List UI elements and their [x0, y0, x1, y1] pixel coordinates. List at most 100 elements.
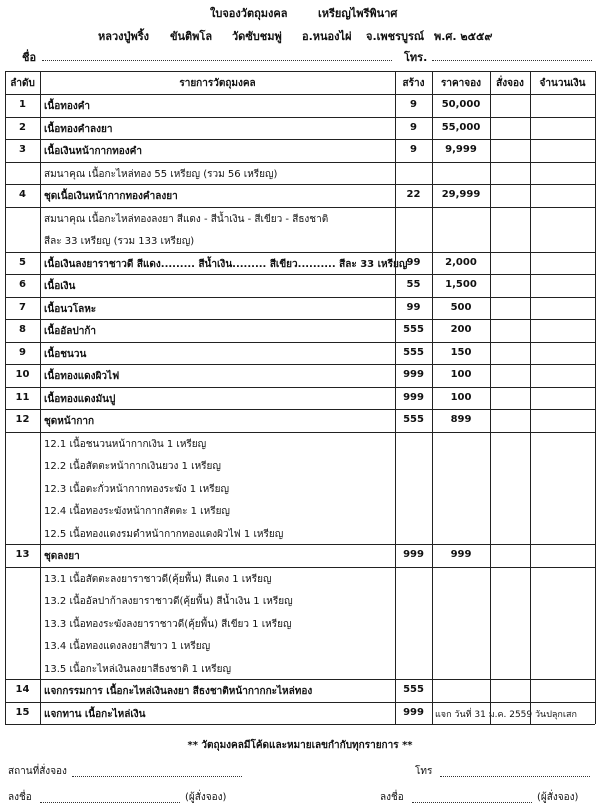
column-header: จำนวนเงิน — [539, 78, 586, 89]
made-count: 55 — [406, 279, 421, 290]
table-line — [5, 206, 595, 208]
table-line — [5, 341, 595, 343]
item-name: เนื้ออัลปาก้า — [44, 326, 97, 337]
table-line — [5, 566, 595, 568]
table-line — [5, 184, 595, 185]
row-number: 12 — [15, 414, 30, 425]
table-line — [395, 71, 396, 724]
table-line — [5, 94, 595, 95]
item-name: เนื้อทองแดงมันปู — [44, 393, 116, 405]
table-line — [490, 71, 491, 724]
item-name: เนื้อเงิน — [44, 281, 76, 292]
row-number: 3 — [19, 144, 26, 155]
row-number: 15 — [15, 706, 30, 718]
item-note: 12.3 เนื้อตะกั่วหน้ากากทองระฆัง 1 เหรียญ — [44, 483, 230, 495]
item-note: 13.3 เนื้อทองระฆังลงยาราชาวดี(คุ้ยพื้น) … — [44, 618, 292, 630]
footer-note: ** วัตถุมงคลมีโค้ดและหมายเลขกำกับทุกรายก… — [187, 740, 413, 751]
made-count: 999 — [403, 706, 424, 718]
item-name: ชุดเนื้อเงินหน้ากากทองคำลงยา — [44, 191, 178, 202]
table-line — [5, 319, 595, 320]
info-part: พ.ศ. ๒๕๕๙ — [434, 30, 493, 43]
row-number: 13 — [15, 549, 30, 560]
table-line — [5, 364, 595, 365]
item-name: แจกทาน เนื้อกะไหล่เงิน — [44, 708, 146, 720]
sign-field-2 — [412, 802, 532, 803]
item-note: สีละ 33 เหรียญ (รวม 133 เหรียญ) — [44, 236, 195, 247]
column-header: สร้าง — [402, 78, 425, 89]
made-count: 555 — [403, 414, 424, 425]
item-note: 12.2 เนื้อสัตตะหน้ากากเงินยวง 1 เหรียญ — [44, 461, 221, 472]
form-subtitle: เหรียญไพรีพินาศ — [318, 7, 398, 20]
table-line — [5, 296, 595, 298]
column-header: สั่งจอง — [496, 78, 524, 89]
signer: (ผู้สั่งจอง) — [185, 792, 227, 803]
table-line — [5, 71, 6, 724]
sign-field — [40, 802, 180, 803]
price: 50,000 — [441, 99, 481, 110]
name-label: ชื่อ — [22, 51, 37, 64]
form-title: ใบจองวัตถุมงคล — [210, 7, 288, 20]
item-name: เนื้อเงินหน้ากากทองคำ — [44, 146, 142, 157]
price: 29,999 — [441, 189, 481, 200]
column-header: ราคาจอง — [440, 78, 482, 89]
column-header: รายการวัตถุมงคล — [179, 78, 256, 89]
info-part: วัดซับชมพู่ — [232, 30, 282, 43]
row-number: 9 — [19, 346, 26, 358]
table-line — [5, 724, 595, 725]
item-name: เนื้อทองคำ — [44, 101, 91, 112]
price: 100 — [450, 391, 472, 403]
row-number: 14 — [15, 684, 30, 695]
item-name: เนื้อทองแดงผิวไฟ — [44, 371, 120, 382]
phone-label: โทร. — [404, 51, 428, 64]
item-note: 13.4 เนื้อทองแดงลงยาสีขาว 1 เหรียญ — [44, 641, 211, 652]
footer-phone-label: โทร — [415, 766, 433, 777]
table-line — [530, 71, 531, 724]
phone-field — [432, 60, 592, 61]
table-line — [595, 71, 596, 724]
info-part: จ.เพชรบูรณ์ — [366, 30, 425, 43]
item-name: เนื้อนวโลหะ — [44, 303, 97, 315]
item-name: ชุดลงยา — [44, 551, 80, 562]
row-number: 11 — [15, 391, 30, 403]
item-name: เนื้อเงินลงยาราชาวดี สีแดง......... สีน้… — [44, 258, 408, 270]
made-count: 99 — [406, 256, 421, 268]
item-note: 13.2 เนื้ออัลปาก้าลงยาราชาวดี(คุ้ยพื้น) … — [44, 596, 293, 607]
signer-2: (ผู้สั่งจอง) — [537, 792, 579, 803]
price: 100 — [450, 369, 472, 380]
table-line — [5, 409, 595, 410]
table-line — [5, 544, 595, 545]
price: 899 — [450, 414, 472, 425]
row-number: 8 — [19, 324, 26, 335]
item-note: 13.5 เนื้อกะไหล่เงินลงยาสีธงชาติ 1 เหรีย… — [44, 663, 231, 675]
table-line — [5, 701, 595, 703]
info-part: หลวงปู่พริ้ง — [98, 30, 150, 43]
place-label: สถานที่สั่งจอง — [8, 766, 67, 777]
made-count: 99 — [406, 301, 421, 313]
row-number: 5 — [19, 256, 26, 268]
price: 2,000 — [445, 256, 477, 268]
remark: แจก วันที่ 31 ม.ค. 2559 วันปลุกเสก — [435, 709, 577, 720]
item-note: 12.4 เนื้อทองระฆังหน้ากากสัตตะ 1 เหรียญ — [44, 506, 230, 517]
item-note: สมนาคุณ เนื้อกะไหล่ทองลงยา สีแดง - สีน้ำ… — [44, 213, 329, 225]
price: 55,000 — [441, 121, 481, 133]
table-line — [432, 71, 433, 724]
price: 200 — [450, 324, 472, 335]
row-number: 2 — [19, 121, 26, 133]
price: 150 — [450, 346, 472, 358]
row-number: 4 — [19, 189, 26, 200]
made-count: 555 — [403, 684, 424, 695]
table-line — [40, 71, 41, 724]
table-line — [5, 386, 595, 388]
item-note: 12.1 เนื้อชนวนหน้ากากเงิน 1 เหรียญ — [44, 438, 207, 450]
table-line — [5, 431, 595, 433]
table-line — [5, 251, 595, 253]
made-count: 999 — [403, 369, 424, 380]
name-field — [42, 60, 392, 61]
item-name: แจกกรรมการ เนื้อกะไหล่เงินลงยา สีธงชาติห… — [44, 686, 313, 697]
table-line — [5, 139, 595, 140]
column-header: ลำดับ — [10, 78, 35, 89]
price: 500 — [450, 301, 472, 313]
made-count: 999 — [403, 391, 424, 403]
sign-label-2: ลงชื่อ — [380, 792, 404, 803]
